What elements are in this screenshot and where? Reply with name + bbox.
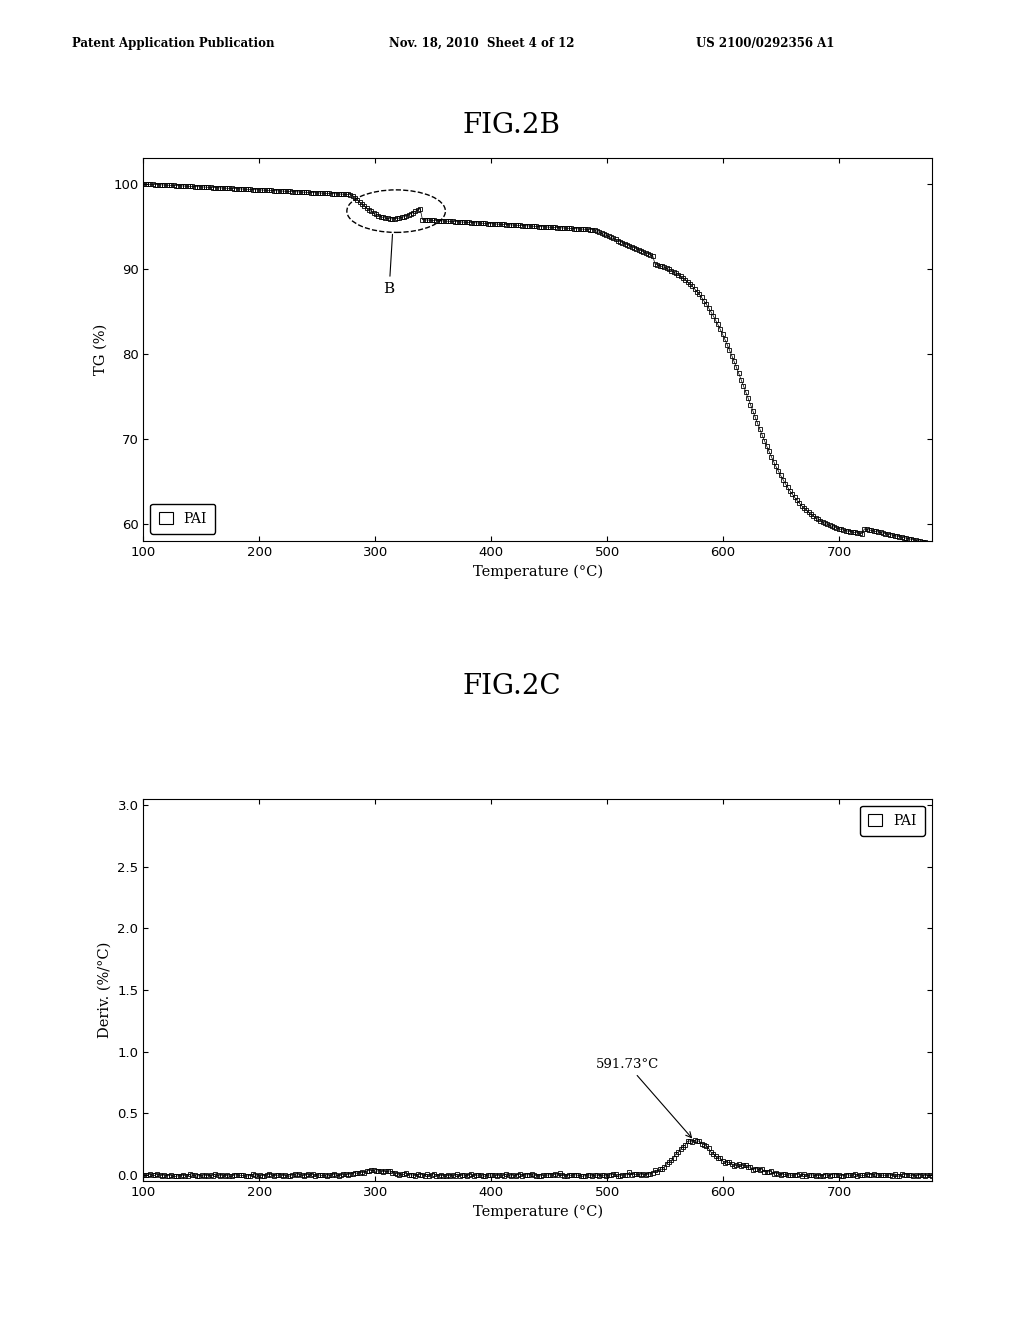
Text: FIG.2C: FIG.2C: [463, 673, 561, 700]
Legend: PAI: PAI: [151, 504, 215, 535]
Y-axis label: TG (%): TG (%): [93, 325, 108, 375]
Text: Patent Application Publication: Patent Application Publication: [72, 37, 274, 50]
Text: FIG.2B: FIG.2B: [463, 112, 561, 139]
Text: Nov. 18, 2010  Sheet 4 of 12: Nov. 18, 2010 Sheet 4 of 12: [389, 37, 574, 50]
Text: B: B: [384, 235, 394, 296]
Text: US 2100/0292356 A1: US 2100/0292356 A1: [696, 37, 835, 50]
Y-axis label: Deriv. (%/°C): Deriv. (%/°C): [98, 941, 112, 1039]
Text: 591.73°C: 591.73°C: [596, 1057, 691, 1138]
X-axis label: Temperature (°C): Temperature (°C): [472, 565, 603, 579]
Legend: PAI: PAI: [860, 805, 925, 836]
X-axis label: Temperature (°C): Temperature (°C): [472, 1205, 603, 1220]
